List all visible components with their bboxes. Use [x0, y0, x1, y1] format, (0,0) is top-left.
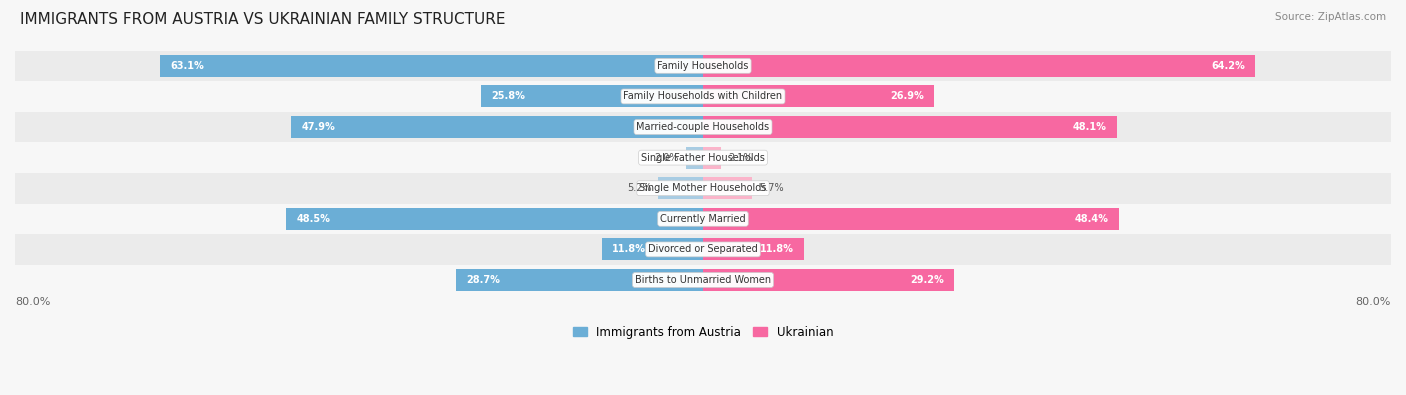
Text: 29.2%: 29.2% — [910, 275, 943, 285]
Text: 80.0%: 80.0% — [1355, 297, 1391, 307]
Text: Source: ZipAtlas.com: Source: ZipAtlas.com — [1275, 12, 1386, 22]
Bar — [658, 177, 703, 199]
Text: 48.4%: 48.4% — [1076, 214, 1109, 224]
Text: 26.9%: 26.9% — [890, 91, 924, 102]
Text: 80.0%: 80.0% — [15, 297, 51, 307]
Bar — [15, 173, 1391, 203]
Bar — [703, 177, 752, 199]
Text: Single Mother Households: Single Mother Households — [640, 183, 766, 193]
Bar — [15, 112, 1391, 142]
Bar — [160, 55, 703, 77]
Text: Divorced or Separated: Divorced or Separated — [648, 245, 758, 254]
Text: Family Households: Family Households — [658, 61, 748, 71]
Text: Married-couple Households: Married-couple Households — [637, 122, 769, 132]
Text: 63.1%: 63.1% — [170, 61, 204, 71]
Bar — [15, 51, 1391, 81]
Text: Currently Married: Currently Married — [661, 214, 745, 224]
Text: Single Father Households: Single Father Households — [641, 152, 765, 163]
Bar — [703, 208, 1119, 230]
Bar — [703, 239, 804, 260]
Text: 5.7%: 5.7% — [759, 183, 783, 193]
Text: 25.8%: 25.8% — [492, 91, 526, 102]
Bar — [602, 239, 703, 260]
Bar — [15, 142, 1391, 173]
Text: 11.8%: 11.8% — [761, 245, 794, 254]
Text: 2.1%: 2.1% — [728, 152, 752, 163]
Bar — [456, 269, 703, 291]
Bar — [481, 85, 703, 107]
Text: 11.8%: 11.8% — [612, 245, 645, 254]
Bar — [703, 116, 1116, 138]
Text: 48.1%: 48.1% — [1073, 122, 1107, 132]
Bar — [291, 116, 703, 138]
Bar — [15, 81, 1391, 112]
Text: 47.9%: 47.9% — [301, 122, 335, 132]
Text: 48.5%: 48.5% — [297, 214, 330, 224]
Bar — [703, 269, 955, 291]
Legend: Immigrants from Austria, Ukrainian: Immigrants from Austria, Ukrainian — [568, 321, 838, 343]
Bar — [703, 55, 1256, 77]
Bar — [703, 147, 721, 169]
Bar — [686, 147, 703, 169]
Text: 2.0%: 2.0% — [654, 152, 679, 163]
Text: IMMIGRANTS FROM AUSTRIA VS UKRAINIAN FAMILY STRUCTURE: IMMIGRANTS FROM AUSTRIA VS UKRAINIAN FAM… — [20, 12, 505, 27]
Bar — [285, 208, 703, 230]
Bar — [703, 85, 935, 107]
Bar — [15, 234, 1391, 265]
Bar — [15, 203, 1391, 234]
Text: Family Households with Children: Family Households with Children — [623, 91, 783, 102]
Text: 28.7%: 28.7% — [467, 275, 501, 285]
Text: 5.2%: 5.2% — [627, 183, 651, 193]
Text: Births to Unmarried Women: Births to Unmarried Women — [636, 275, 770, 285]
Bar — [15, 265, 1391, 295]
Text: 64.2%: 64.2% — [1211, 61, 1244, 71]
